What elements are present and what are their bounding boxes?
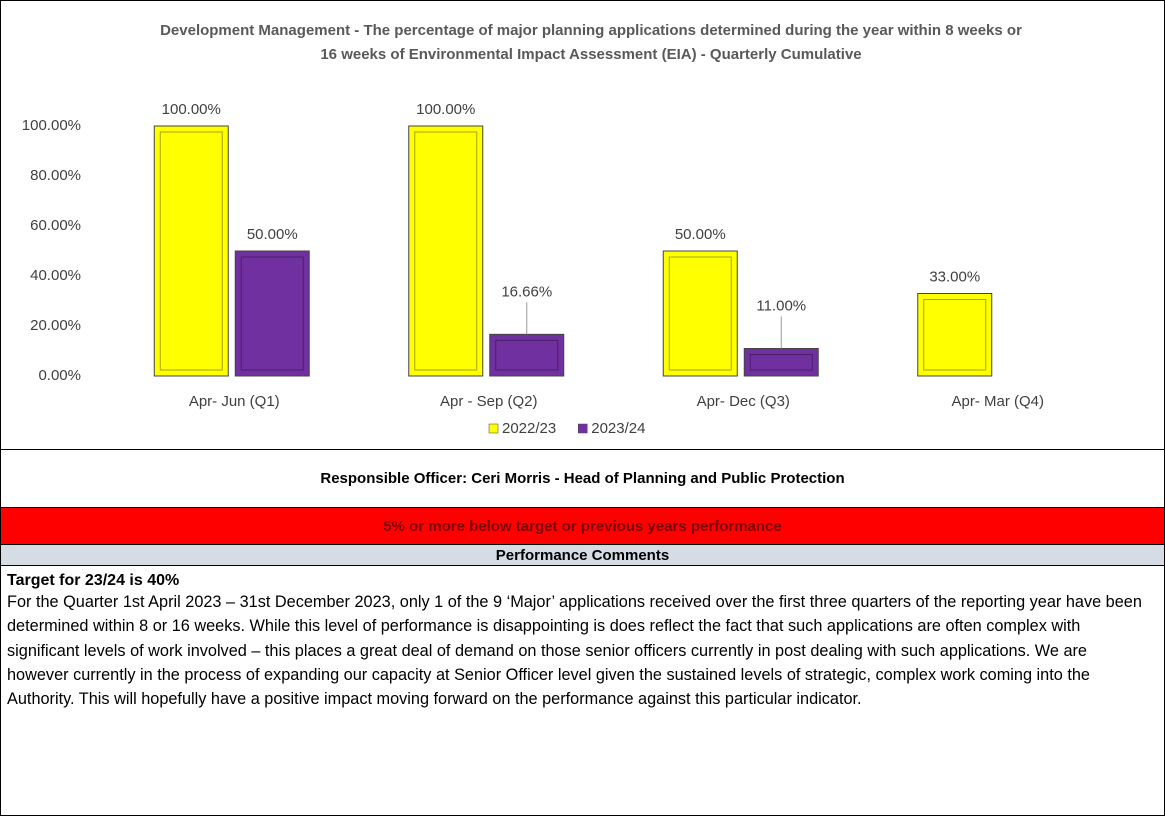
data-label: 16.66% bbox=[501, 283, 552, 300]
data-label: 50.00% bbox=[247, 226, 298, 243]
bar-bevel bbox=[240, 256, 304, 371]
chart-box: 0.00% 20.00% 40.00% 60.00% 80.00% 100.00% Apr-… bbox=[1, 1, 1164, 450]
y-tick-label: 0.00% bbox=[38, 367, 81, 384]
comments-heading: Performance Comments bbox=[1, 545, 1164, 566]
chart: 0.00% 20.00% 40.00% 60.00% 80.00% 100.00% Apr-… bbox=[22, 101, 1044, 437]
bar bbox=[917, 293, 993, 377]
bar bbox=[743, 348, 819, 377]
bar-bevel bbox=[923, 299, 987, 371]
officer: Responsible Officer: Ceri Morris - Head … bbox=[1, 450, 1164, 508]
legend-swatch bbox=[577, 423, 588, 434]
bar bbox=[234, 250, 310, 377]
data-label: 50.00% bbox=[675, 226, 726, 243]
x-tick-label: Apr - Sep (Q2) bbox=[440, 393, 538, 410]
bar-bevel bbox=[495, 339, 559, 371]
status-banner: 5% or more below target or previous year… bbox=[1, 508, 1164, 545]
bar bbox=[662, 250, 738, 377]
y-tick-label: 40.00% bbox=[30, 267, 81, 284]
data-label: 33.00% bbox=[929, 268, 980, 285]
y-tick-label: 100.00% bbox=[22, 117, 81, 134]
y-tick-label: 60.00% bbox=[30, 217, 81, 234]
y-tick-label: 20.00% bbox=[30, 317, 81, 334]
x-tick-label: Apr- Dec (Q3) bbox=[697, 393, 790, 410]
bar bbox=[489, 333, 565, 377]
legend-label: 2022/23 bbox=[502, 420, 556, 437]
bar-bevel bbox=[668, 256, 732, 371]
y-tick-label: 80.00% bbox=[30, 167, 81, 184]
data-label: 100.00% bbox=[162, 101, 221, 118]
bar-bevel bbox=[749, 354, 813, 371]
bar bbox=[408, 125, 484, 377]
legend-label: 2023/24 bbox=[591, 420, 645, 437]
chart-title: Development Management - The percentage … bbox=[160, 22, 1022, 63]
bar bbox=[153, 125, 229, 377]
data-label: 11.00% bbox=[756, 297, 806, 314]
data-label: 100.00% bbox=[416, 101, 475, 118]
x-tick-label: Apr- Jun (Q1) bbox=[189, 393, 280, 410]
target: Target for 23/24 is 40% bbox=[7, 572, 180, 589]
x-tick-label: Apr- Mar (Q4) bbox=[951, 393, 1044, 410]
comment-text: For the Quarter 1st April 2023 – 31st De… bbox=[7, 593, 1142, 709]
bar-bevel bbox=[159, 131, 223, 371]
bar-bevel bbox=[414, 131, 478, 371]
legend-swatch bbox=[488, 423, 499, 434]
